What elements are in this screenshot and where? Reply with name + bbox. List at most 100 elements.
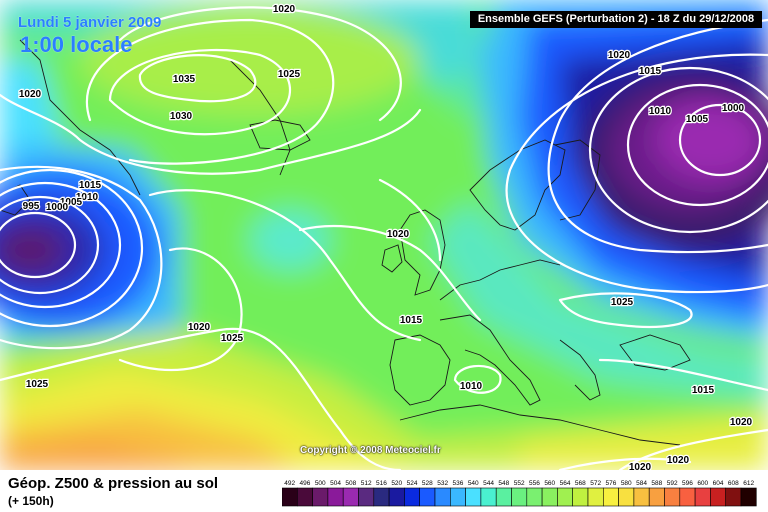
scale-swatch xyxy=(450,487,466,507)
field-title: Géop. Z500 & pression au sol xyxy=(8,475,219,492)
scale-tick-label: 604 xyxy=(713,480,724,487)
scale-swatch xyxy=(297,487,313,507)
scale-swatch xyxy=(557,487,573,507)
scale-swatch xyxy=(465,487,482,507)
scale-swatch xyxy=(480,487,497,507)
isobar-label: 1020 xyxy=(730,417,753,428)
scale-tick-label: 580 xyxy=(621,480,632,487)
scale-swatch xyxy=(602,487,619,507)
isobar-label: 1020 xyxy=(273,4,296,15)
scale-swatch xyxy=(648,487,665,507)
color-scale-legend: 492 496 500 504 508 512 516 520 524 528 532 536 540 5… xyxy=(282,480,757,507)
scale-swatch xyxy=(725,487,742,507)
scale-tick-label: 508 xyxy=(345,480,356,487)
scale-tick-label: 532 xyxy=(437,480,448,487)
isobar-label: 1025 xyxy=(611,297,634,308)
scale-swatch xyxy=(679,487,696,507)
scale-swatch xyxy=(526,487,543,507)
isobar-label: 1000 xyxy=(46,202,69,213)
isobar-label: 1020 xyxy=(667,455,690,466)
scale-tick-label: 600 xyxy=(697,480,708,487)
scale-swatch xyxy=(419,487,436,507)
weather-map: 1020 1020 1025 1035 1030 1015 1010 1005 1000 995 1… xyxy=(0,0,768,470)
scale-swatch xyxy=(312,487,329,507)
isobar-label: 1030 xyxy=(170,111,193,122)
scale-swatch xyxy=(327,487,344,507)
scale-tick-label: 612 xyxy=(743,480,754,487)
scale-swatch xyxy=(342,487,359,507)
isobar-label: 1015 xyxy=(639,66,662,77)
scale-swatch xyxy=(404,487,421,507)
scale-tick-label: 496 xyxy=(300,480,311,487)
scale-tick-label: 492 xyxy=(284,480,295,487)
scale-tick-label: 560 xyxy=(544,480,555,487)
scale-tick-label: 520 xyxy=(391,480,402,487)
map-canvas: 1020102010251035103010151010100510009951… xyxy=(0,0,768,470)
isobar-label: 1020 xyxy=(608,50,631,61)
scale-tick-label: 608 xyxy=(728,480,739,487)
isobar-label: 1020 xyxy=(387,229,410,240)
isobar-label: 1000 xyxy=(722,103,745,114)
scale-tick-label: 592 xyxy=(667,480,678,487)
isobar-label: 1010 xyxy=(460,381,483,392)
isobar-label: 995 xyxy=(23,201,40,212)
scale-tick-label: 500 xyxy=(315,480,326,487)
scale-swatch xyxy=(618,487,635,507)
isobar-labels: 1020102010251035103010151010100510009951… xyxy=(18,3,754,470)
scale-tick-label: 504 xyxy=(330,480,341,487)
scale-tick-label: 584 xyxy=(636,480,647,487)
scale-tick-label: 544 xyxy=(483,480,494,487)
scale-swatch xyxy=(434,487,451,507)
model-run-title: Ensemble GEFS (Perturbation 2) - 18 Z du… xyxy=(470,11,762,28)
forecast-lead-time: (+ 150h) xyxy=(8,494,54,508)
scale-swatch xyxy=(388,487,405,507)
scale-swatch xyxy=(541,487,558,507)
isobar-label: 1015 xyxy=(692,385,715,396)
scale-tick-label: 548 xyxy=(498,480,509,487)
scale-tick-label: 556 xyxy=(529,480,540,487)
scale-tick-label: 596 xyxy=(682,480,693,487)
scale-tick-label: 552 xyxy=(514,480,525,487)
isobar-label: 1005 xyxy=(60,197,83,208)
scale-tick-label: 512 xyxy=(361,480,372,487)
isobar-label: 1015 xyxy=(79,180,102,191)
isobar-label: 1035 xyxy=(173,74,196,85)
scale-swatch xyxy=(572,487,589,507)
scale-tick-label: 524 xyxy=(407,480,418,487)
scale-swatch xyxy=(373,487,390,507)
scale-tick-label: 536 xyxy=(453,480,464,487)
scale-swatch xyxy=(740,487,757,507)
scale-swatch xyxy=(495,487,512,507)
scale-swatch xyxy=(511,487,528,507)
isobar-label: 1025 xyxy=(278,69,301,80)
scale-tick-label: 588 xyxy=(651,480,662,487)
isobar-label: 1015 xyxy=(400,315,423,326)
isobar-label: 1025 xyxy=(26,379,49,390)
scale-swatch xyxy=(282,487,298,507)
isobar-label: 1020 xyxy=(19,89,42,100)
isobar-label: 1020 xyxy=(629,462,652,470)
isobar-label: 1010 xyxy=(76,192,99,203)
isobar-label: 1025 xyxy=(221,333,244,344)
isobar-label: 1020 xyxy=(188,322,211,333)
forecast-time: 1:00 locale xyxy=(20,32,133,57)
forecast-date: Lundi 5 janvier 2009 xyxy=(18,14,162,31)
scale-swatch xyxy=(664,487,681,507)
coastlines xyxy=(0,39,691,446)
scale-swatch xyxy=(694,487,711,507)
scale-swatch xyxy=(710,487,726,507)
scale-tick-label: 516 xyxy=(376,480,387,487)
scale-tick-label: 564 xyxy=(560,480,571,487)
copyright-notice: Copyright © 2008 Meteociel.fr xyxy=(300,445,441,456)
scale-swatch xyxy=(587,487,604,507)
scale-tick-label: 576 xyxy=(606,480,617,487)
isobar-label: 1005 xyxy=(686,114,709,125)
scale-swatch xyxy=(633,487,650,507)
scale-tick-label: 572 xyxy=(590,480,601,487)
scale-tick-label: 568 xyxy=(575,480,586,487)
scale-tick-label: 540 xyxy=(468,480,479,487)
isobar-label: 1010 xyxy=(649,106,672,117)
scale-tick-label: 528 xyxy=(422,480,433,487)
scale-swatch xyxy=(358,487,375,507)
isobar-lines xyxy=(0,6,768,470)
